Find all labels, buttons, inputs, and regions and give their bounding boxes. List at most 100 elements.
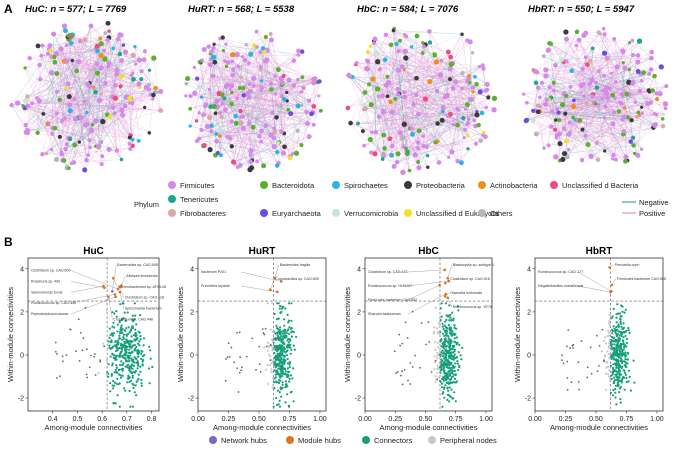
hub-label: Prevotella bryantii (201, 284, 230, 288)
network-node (458, 160, 464, 166)
legend-item-proteobacteria: Proteobacteria (404, 181, 466, 190)
network-node (657, 90, 663, 97)
scatter-point (56, 353, 58, 355)
legend-label-unclassified-bacteria: Unclassified d Bacteria (562, 181, 639, 190)
scatter-point (128, 331, 131, 334)
network-edge (66, 144, 102, 165)
network-edge (418, 114, 468, 136)
scatter-point (116, 377, 119, 380)
scatter-point (120, 324, 123, 327)
network-node (652, 122, 658, 128)
scatter-point (618, 370, 621, 373)
network-edge (543, 48, 593, 57)
scatter-point (267, 346, 270, 349)
network-node (650, 88, 655, 93)
network-node (531, 108, 536, 113)
network-node (119, 32, 124, 38)
network-edge (554, 101, 599, 160)
hub-leader-line (274, 264, 279, 279)
network-node (380, 157, 385, 161)
network-node (381, 132, 387, 138)
network-node (195, 76, 200, 81)
scatter-point (110, 373, 113, 376)
network-node (312, 76, 318, 82)
scatter-point (54, 350, 57, 353)
scatter-point (286, 339, 289, 342)
scatter-point (580, 340, 583, 342)
scatter-point (282, 305, 285, 309)
network-node (230, 159, 236, 165)
network-node (551, 80, 556, 85)
legend-label-verrucomicrobia: Verrucomicrobia (344, 209, 399, 218)
network-node (660, 123, 666, 129)
network-node (530, 118, 536, 123)
network-node (69, 33, 73, 37)
scatter-point (623, 371, 627, 374)
scatter-point (122, 337, 125, 340)
scatter-point (440, 315, 443, 318)
network-edge (205, 45, 255, 105)
scatter-point (90, 354, 92, 357)
legend-swatch-euryarchaeota (260, 209, 268, 217)
network-edge (416, 78, 443, 121)
network-node (433, 59, 440, 65)
network-node (57, 134, 62, 139)
scatter-point (434, 348, 437, 351)
scatter-point (282, 329, 285, 332)
network-node (410, 132, 415, 137)
network-node (566, 148, 571, 152)
network-node (601, 50, 608, 56)
scatter-point (590, 372, 593, 375)
scatter-point (436, 371, 439, 374)
network-node (463, 107, 468, 111)
network-edge (379, 69, 395, 167)
role-swatch-module-hubs (286, 436, 294, 444)
network-node (588, 153, 594, 159)
network-node (210, 54, 217, 60)
scatter-point (625, 329, 628, 332)
scatter-point (443, 396, 446, 399)
network-node (100, 154, 105, 159)
scatter-point (442, 347, 445, 350)
network-node (239, 75, 243, 79)
network-node (114, 72, 120, 77)
hub-label: Firmicutes bacterium CAG:582 (368, 298, 417, 302)
network-node (552, 127, 558, 132)
scatter-point (450, 319, 453, 322)
scatter-point (281, 353, 284, 356)
scatter-point (446, 327, 449, 330)
network-node (398, 38, 402, 43)
scatter-point (611, 315, 614, 318)
network-node (77, 38, 83, 44)
scatter-point (124, 350, 127, 353)
scatter-point (273, 369, 276, 372)
network-edge (628, 82, 636, 103)
network-node (621, 61, 625, 65)
network-node (84, 157, 89, 163)
scatter-point (393, 350, 396, 353)
network-edge (550, 43, 585, 97)
network-edge (437, 66, 480, 96)
network-edge (596, 107, 625, 144)
network-node (617, 100, 622, 105)
network-node (601, 88, 606, 93)
network-node (45, 51, 51, 56)
network-node (439, 117, 445, 123)
network-node (605, 95, 610, 101)
scatter-point (266, 302, 270, 305)
network-node (412, 152, 418, 158)
hub-label: Coprobacillus sp. CAG:605 (275, 277, 318, 281)
network-edge (265, 61, 310, 137)
network-edge (72, 34, 91, 148)
network-edge (70, 53, 121, 140)
scatter-point (633, 381, 636, 384)
network-node (470, 85, 476, 90)
scatter-point (121, 356, 124, 359)
scatter-point (606, 350, 609, 353)
network-node (533, 80, 539, 86)
scatter-point (448, 361, 451, 364)
network-node (633, 100, 638, 104)
network-node (214, 98, 220, 104)
network-node (399, 110, 404, 115)
